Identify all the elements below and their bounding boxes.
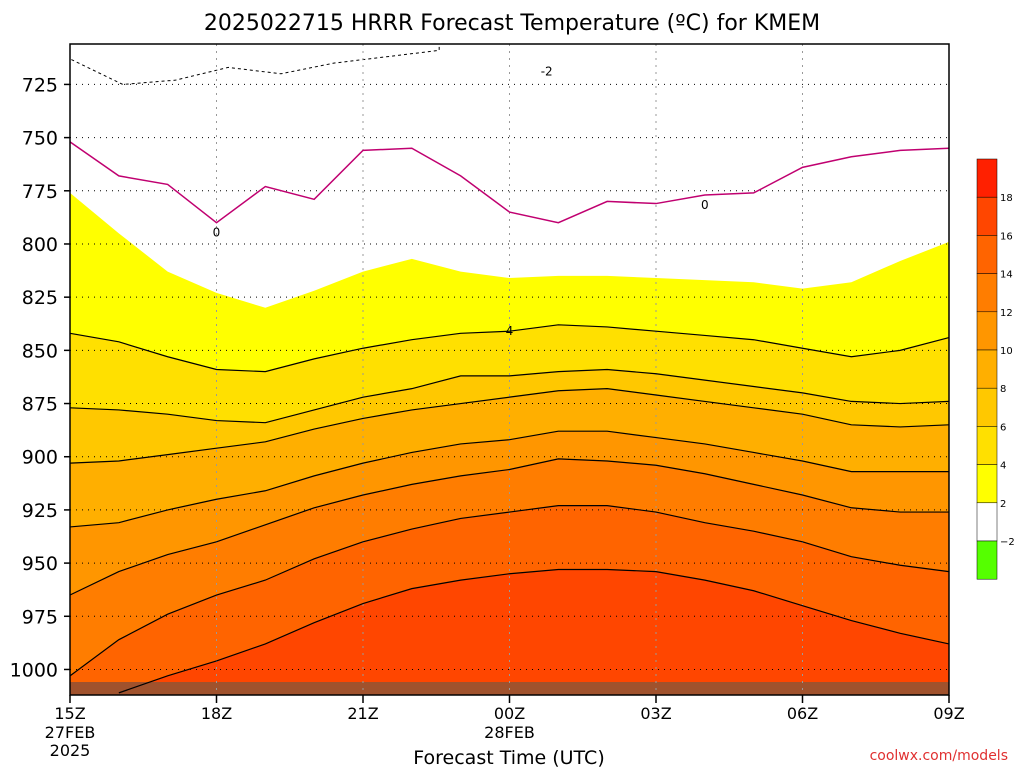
y-tick-label-850: 850 <box>22 340 58 362</box>
y-tick-label-800: 800 <box>22 234 58 256</box>
y-tick-label-875: 875 <box>22 394 58 416</box>
colorbar-swatch-4 <box>976 426 998 465</box>
colorbar-swatch--4 <box>976 540 998 580</box>
pressure-axis: 725 750 775 800 825 850 875 900 925 950 975 1000 <box>10 74 70 681</box>
below-freezing-band <box>69 43 440 85</box>
colorbar-swatch-14 <box>976 235 998 274</box>
colorbar-swatch-6 <box>976 387 998 427</box>
x-axis-label: Forecast Time (UTC) <box>413 747 604 768</box>
colorbar-swatch-10 <box>976 311 998 351</box>
x-tick-sublabel: 28FEB <box>484 723 535 742</box>
credit-text: coolwx.com/models <box>870 748 1008 764</box>
y-tick-label-775: 775 <box>22 181 58 203</box>
colorbar-label-16: 16 <box>1000 231 1013 242</box>
x-tick-label-09Z: 09Z <box>933 704 964 723</box>
zero-isotherm-label: 0 <box>213 226 221 240</box>
isotherm-10c <box>69 430 949 528</box>
y-tick-label-725: 725 <box>22 74 58 96</box>
y-tick-label-825: 825 <box>22 287 58 309</box>
y-tick-label-975: 975 <box>22 606 58 628</box>
colorbar-label-10: 10 <box>1000 346 1013 357</box>
colorbar-label-14: 14 <box>1000 270 1013 281</box>
y-tick-label-750: 750 <box>22 128 58 150</box>
colorbar-swatch-2 <box>976 464 998 504</box>
chart-title: 2025022715 HRRR Forecast Temperature (ºC… <box>204 11 820 36</box>
isotherm-6c <box>69 368 950 424</box>
y-tick-label-1000: 1000 <box>10 659 58 681</box>
x-tick-label-15Z: 15Z <box>54 704 85 723</box>
colorbar-swatch-12 <box>976 273 998 313</box>
colorbar-swatch--2 <box>976 502 998 542</box>
isotherm-12c <box>69 458 949 596</box>
x-tick-label-21Z: 21Z <box>347 704 378 723</box>
isotherm-8c <box>69 388 950 464</box>
x-tick-label-03Z: 03Z <box>640 704 671 723</box>
colorbar-swatch-16 <box>976 196 998 236</box>
isotherm-16c <box>118 568 950 694</box>
y-tick-label-900: 900 <box>22 447 58 469</box>
colorbar-label-18: 18 <box>1000 193 1013 204</box>
isotherm-4c <box>69 324 950 373</box>
y-tick-label-950: 950 <box>22 553 58 575</box>
colorbar-label-4: 4 <box>1000 461 1006 472</box>
zero-isotherm <box>69 141 950 224</box>
colorbar-label-12: 12 <box>1000 308 1013 319</box>
colorbar-swatch-18 <box>976 158 998 198</box>
colorbar-label-8: 8 <box>1000 384 1006 395</box>
colorbar-label-2: 2 <box>1000 499 1006 510</box>
colorbar-label--2: −2 <box>1000 537 1015 548</box>
isotherm-14c <box>69 505 950 677</box>
x-tick-label-18Z: 18Z <box>201 704 232 723</box>
x-tick-sublabel: 27FEB <box>45 723 96 742</box>
x-tick-label-06Z: 06Z <box>787 704 818 723</box>
temperature-band-16c <box>118 569 950 695</box>
colorbar-legend: −2 2 4 6 8 10 12 14 16 18 <box>976 158 1015 580</box>
y-tick-label-925: 925 <box>22 500 58 522</box>
isotherm-label-4c: 4 <box>506 324 514 338</box>
x-tick-label-00Z: 00Z <box>494 704 525 723</box>
colorbar-swatch-8 <box>976 349 998 389</box>
colorbar-label-6: 6 <box>1000 422 1006 433</box>
isotherm-lines: 4 0 0 -2 <box>69 64 950 694</box>
x-tick-sublabel: 2025 <box>50 741 91 760</box>
freezing-label: -2 <box>541 64 553 78</box>
grid-lines <box>69 44 950 695</box>
zero-isotherm-label: 0 <box>701 198 709 212</box>
